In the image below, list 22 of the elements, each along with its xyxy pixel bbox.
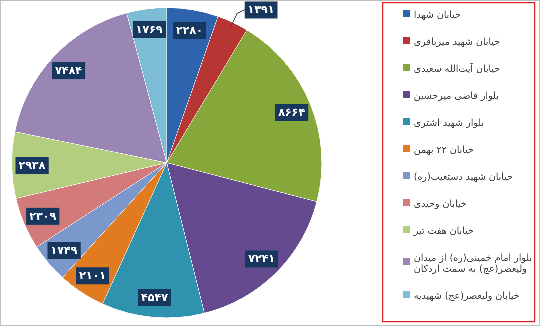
data-label: ۲۲۸۰ <box>176 24 204 38</box>
legend-label: بلوار قاضی میرحسین <box>414 91 500 102</box>
legend-label: خیابان هفت تیر <box>413 226 474 237</box>
data-label: ۱۷۴۹ <box>50 244 78 258</box>
data-label: ۲۹۳۸ <box>18 159 46 172</box>
legend-label: خیابان آیت‌الله سعیدی <box>414 63 501 75</box>
legend-label: خیابان شهدا <box>414 10 462 21</box>
data-label: ۷۲۴۱ <box>248 252 276 266</box>
legend-label: خیابان ولیعصر(عج) شهیدیه <box>414 291 520 302</box>
data-label: ۸۶۶۴ <box>278 106 306 120</box>
legend-label: خیابان ۲۲ بهمن <box>414 145 474 156</box>
data-label: ۲۱۰۱ <box>79 270 106 283</box>
data-label: ۱۷۶۹ <box>136 23 164 36</box>
data-label: ۴۵۴۷ <box>141 291 168 304</box>
legend-label: بلوار امام خمینی(ره) از میدان ولیعصر(عج) به سمت اردکان <box>414 253 532 275</box>
legend-label: خیابان شهید میرباقری <box>414 37 500 48</box>
data-label: ۱۳۹۱ <box>248 4 275 17</box>
legend-label: بلوار شهید اشتری <box>414 118 484 129</box>
data-label: ۷۴۸۴ <box>55 64 83 78</box>
legend-label: خیابان شهید دستغیب(ره) <box>414 172 514 183</box>
legend-label: خیابان وحیدی <box>414 199 468 210</box>
data-label: ۲۳۰۹ <box>30 210 57 223</box>
